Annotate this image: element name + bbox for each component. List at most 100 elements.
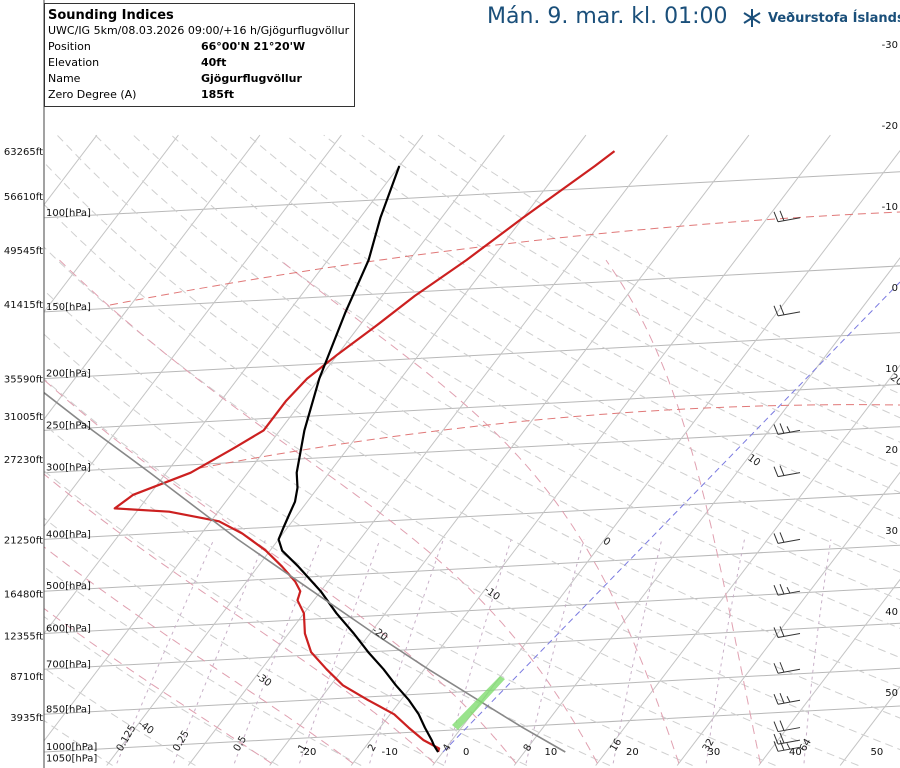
wind-barb-shaft	[777, 217, 801, 223]
x-tick-label: 0	[463, 747, 469, 758]
x-tick-label: 50	[871, 747, 884, 758]
wind-barb-flag	[779, 740, 785, 751]
pressure-tick-label: 1050[hPa]	[46, 753, 97, 764]
isotherm-line	[44, 134, 505, 742]
moist-adiabat-line	[279, 259, 680, 764]
info-label: Elevation	[48, 56, 100, 69]
wind-barb	[773, 740, 801, 752]
pressure-tick-label: 300[hPa]	[46, 463, 91, 474]
wind-barb-shaft	[777, 668, 801, 674]
height-tick-label: 35590ft	[4, 375, 43, 386]
height-tick-label: 27230ft	[4, 455, 43, 466]
info-subtitle: UWC/IG 5km/08.03.2026 09:00/+16 h/Gjögur…	[48, 24, 350, 37]
dry-adiabat-line	[44, 566, 362, 766]
mixing-ratio-line	[444, 539, 512, 764]
mixing-ratio-label: 0.125	[115, 723, 139, 753]
isotherm-line	[676, 471, 900, 766]
pressure-tick-label: 500[hPa]	[46, 581, 91, 592]
wind-barb-flag	[773, 585, 779, 596]
x-tick-label: 10	[545, 747, 558, 758]
mixing-ratio-label: 0.25	[171, 729, 192, 754]
dry-adiabat-line	[323, 134, 900, 468]
moist-adiabat-line	[44, 473, 435, 764]
dry-adiabat-line	[399, 134, 900, 419]
isobar-line	[44, 426, 900, 474]
isotherm-label: 20	[888, 372, 900, 388]
info-value: 40ft	[201, 56, 227, 69]
mixing-ratio-line	[173, 539, 267, 764]
wind-barb-shaft	[777, 311, 801, 317]
brand-name: Veðurstofa Íslands	[768, 10, 900, 26]
wind-barb-flag	[773, 305, 779, 317]
mixing-ratio-label: 8	[522, 742, 535, 753]
wind-barb-flag	[773, 533, 779, 544]
wind-barb-shaft	[777, 538, 801, 544]
height-tick-label: 3935ft	[10, 713, 43, 724]
x-tick-label: -20	[300, 747, 316, 758]
isobar-line	[44, 544, 900, 592]
isobar-line	[44, 492, 900, 540]
mixing-ratio-line	[233, 539, 322, 764]
height-tick-label: 63265ft	[4, 147, 43, 158]
mixing-ratio-line	[612, 539, 663, 764]
wind-barb-flag	[786, 696, 791, 703]
wind-barb-shaft	[777, 699, 801, 705]
right-tick-label: 30	[885, 526, 898, 537]
wind-barb	[773, 423, 801, 435]
wind-barb-flag	[779, 304, 785, 316]
mixing-ratio-line	[803, 539, 832, 764]
height-tick-label: 41415ft	[4, 300, 43, 311]
dry-adiabat-line	[44, 246, 900, 751]
mixing-ratio-label: 2	[366, 742, 379, 753]
pressure-tick-label: 400[hPa]	[46, 529, 91, 540]
wind-barb	[773, 532, 801, 544]
isotherm-line	[432, 149, 900, 766]
series-parcel-line	[44, 391, 566, 753]
dry-adiabat-line	[361, 134, 900, 443]
pressure-tick-label: 700[hPa]	[46, 659, 91, 670]
isotherm-line	[44, 134, 179, 313]
series-temperature-line	[113, 150, 616, 753]
wind-barb-flag	[773, 733, 779, 745]
wind-barb-shaft	[777, 739, 801, 745]
chart-title: Mán. 9. mar. kl. 01:00	[487, 4, 728, 29]
info-value: 66°00'N 21°20'W	[201, 40, 306, 53]
right-tick-label: -20	[882, 121, 898, 132]
wind-barb-shaft	[777, 746, 801, 752]
pressure-tick-label: 1000[hPa]	[46, 742, 97, 753]
moist-adiabat-line	[44, 607, 272, 764]
wind-barb	[773, 584, 801, 596]
wind-barb	[773, 720, 801, 733]
wind-barb-flag	[779, 626, 785, 637]
pressure-tick-label: 200[hPa]	[46, 369, 91, 380]
moist-adiabat-line	[44, 379, 517, 764]
wind-barb-flag	[779, 732, 785, 744]
height-tick-label: 12355ft	[4, 631, 43, 642]
dry-adiabat-line	[132, 134, 900, 601]
brand-logo: Veðurstofa Íslands	[738, 6, 900, 30]
info-row: Zero Degree (A) 185ft	[48, 87, 351, 103]
wind-barb-flag	[779, 693, 785, 704]
isobar-line	[44, 705, 900, 753]
wind-barb-shaft	[777, 429, 801, 435]
pressure-tick-label: 600[hPa]	[46, 624, 91, 635]
isotherm-line	[269, 134, 750, 766]
isotherm-line	[513, 257, 900, 766]
isotherm-label: -30	[253, 671, 273, 689]
dry-adiabat-line	[56, 134, 900, 659]
isotherm-line	[106, 134, 587, 766]
mixing-ratio-line	[369, 539, 444, 764]
cape-area	[452, 676, 505, 730]
reference-dashed-line	[109, 211, 900, 306]
sounding-info-box: Sounding Indices UWC/IG 5km/08.03.2026 0…	[44, 3, 355, 107]
wind-barb-flag	[779, 465, 785, 476]
isobar-line	[44, 332, 900, 380]
wind-barb-flag	[773, 741, 779, 752]
dry-adiabat-line	[247, 134, 900, 520]
info-row: Position 66°00'N 21°20'W	[48, 39, 351, 55]
info-title: Sounding Indices	[48, 8, 174, 23]
isotherm-line	[44, 134, 261, 420]
mixing-ratio-label: 16	[608, 737, 624, 754]
right-tick-label: 10	[885, 364, 898, 375]
isobar-line	[44, 667, 900, 715]
